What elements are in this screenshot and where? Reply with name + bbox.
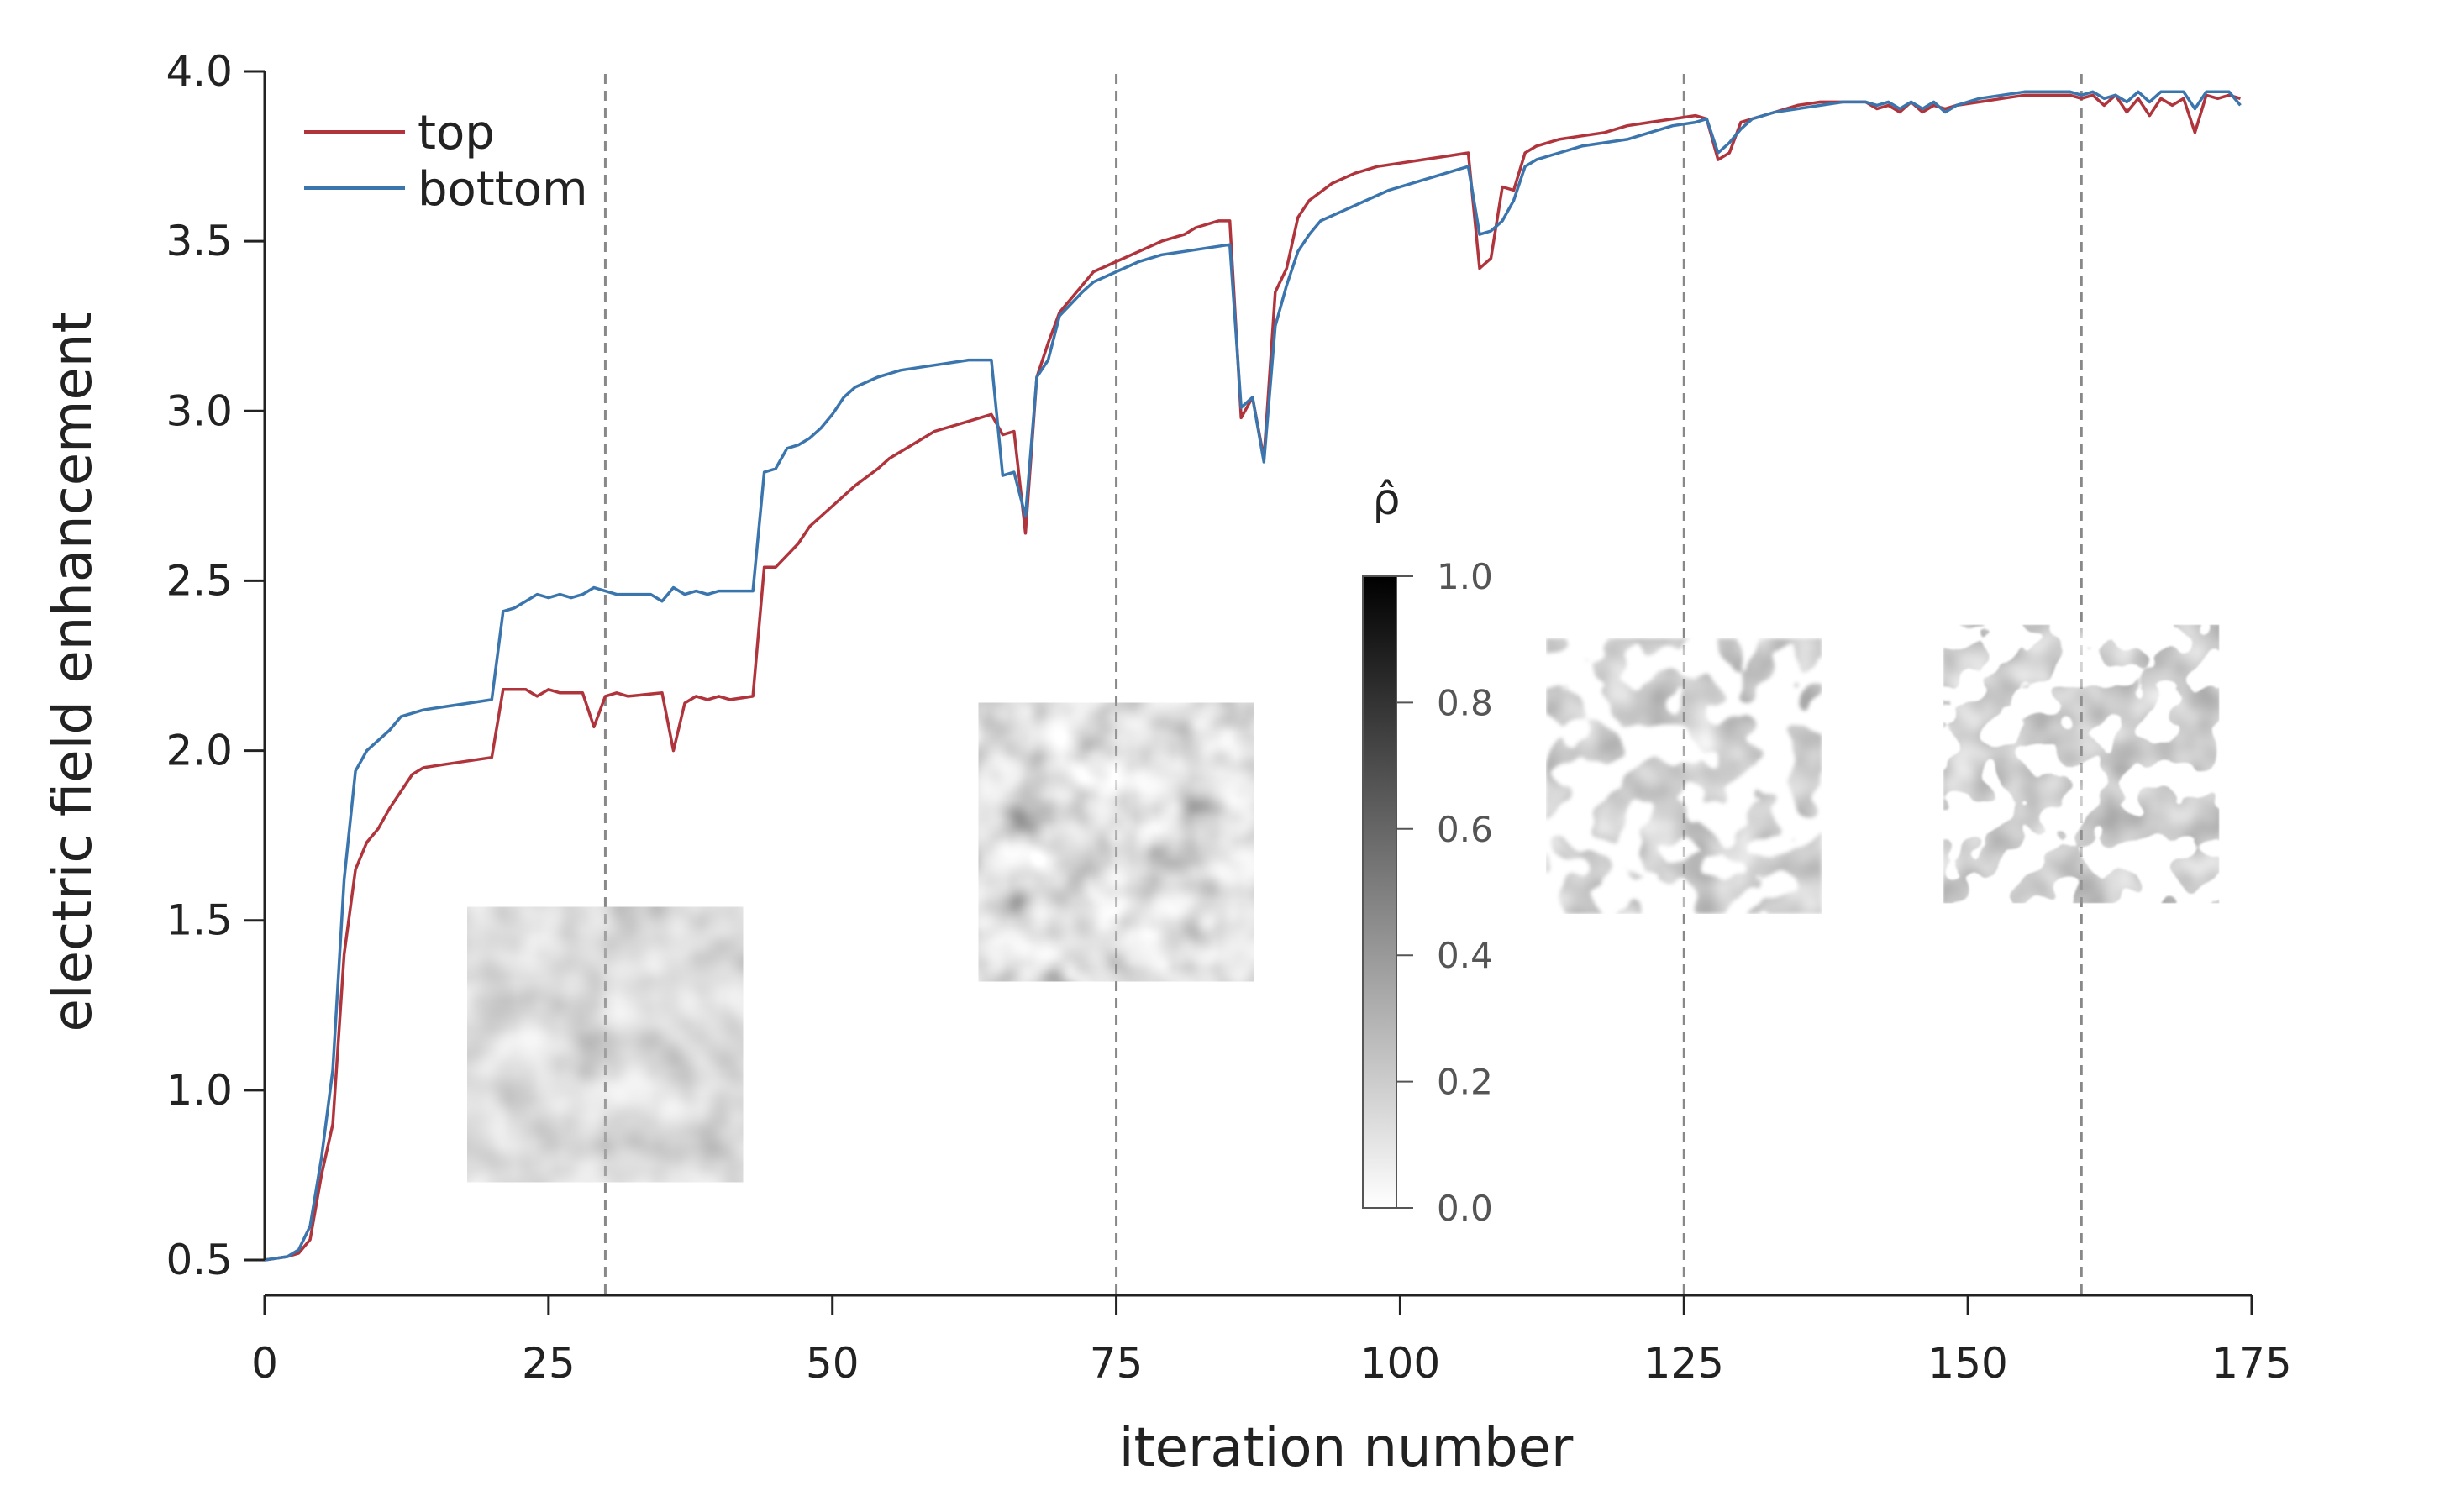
- series-line-bottom: [264, 90, 2242, 1262]
- x-tick-label: 25: [522, 1339, 576, 1388]
- y-tick-label: 1.0: [166, 1066, 233, 1115]
- y-tick-label: 0.5: [166, 1236, 233, 1284]
- legend: top bottom: [304, 106, 588, 217]
- y-tick-label: 2.5: [166, 556, 233, 605]
- legend-label-top: top: [418, 106, 495, 160]
- x-tick-label: 175: [2211, 1339, 2291, 1388]
- x-tick-label: 100: [1360, 1339, 1440, 1388]
- x-axis-label: iteration number: [1119, 1417, 1574, 1479]
- y-tick-label: 4.0: [166, 47, 233, 96]
- x-tick-label: 150: [1927, 1339, 2007, 1388]
- x-tick-label: 50: [806, 1339, 860, 1388]
- x-tick-label: 75: [1090, 1339, 1144, 1388]
- colorbar-tick-label: 0.8: [1437, 682, 1493, 723]
- design-snapshot-iteration-160: [1943, 624, 2220, 904]
- colorbar-tick-label: 0.0: [1437, 1188, 1493, 1229]
- y-axis-label: electric field enhancement: [42, 312, 104, 1032]
- x-tick-label: 125: [1644, 1339, 1724, 1388]
- design-snapshot-iteration-75: [978, 702, 1254, 982]
- colorbar-gradient: [1362, 575, 1397, 1209]
- y-tick-label: 3.0: [166, 386, 233, 435]
- y-tick-label: 3.5: [166, 217, 233, 265]
- y-tick-label: 1.5: [166, 896, 233, 945]
- legend-label-bottom: bottom: [418, 162, 588, 217]
- colorbar-tick-label: 0.2: [1437, 1062, 1493, 1103]
- design-snapshot-iteration-125: [1546, 638, 1822, 914]
- design-snapshot-iteration-30: [467, 906, 744, 1183]
- x-tick-label: 0: [251, 1339, 278, 1388]
- colorbar-tick-label: 1.0: [1437, 556, 1493, 597]
- colorbar-tick-label: 0.6: [1437, 809, 1493, 850]
- y-tick-label: 2.0: [166, 727, 233, 775]
- colorbar-title: ρ̂: [1372, 475, 1400, 525]
- colorbar-tick-label: 0.4: [1437, 935, 1493, 976]
- colorbar: ρ̂ 0.0 0.2 0.4 0.6 0.8 1.0: [1362, 475, 1493, 1229]
- series-line-top: [264, 93, 2241, 1262]
